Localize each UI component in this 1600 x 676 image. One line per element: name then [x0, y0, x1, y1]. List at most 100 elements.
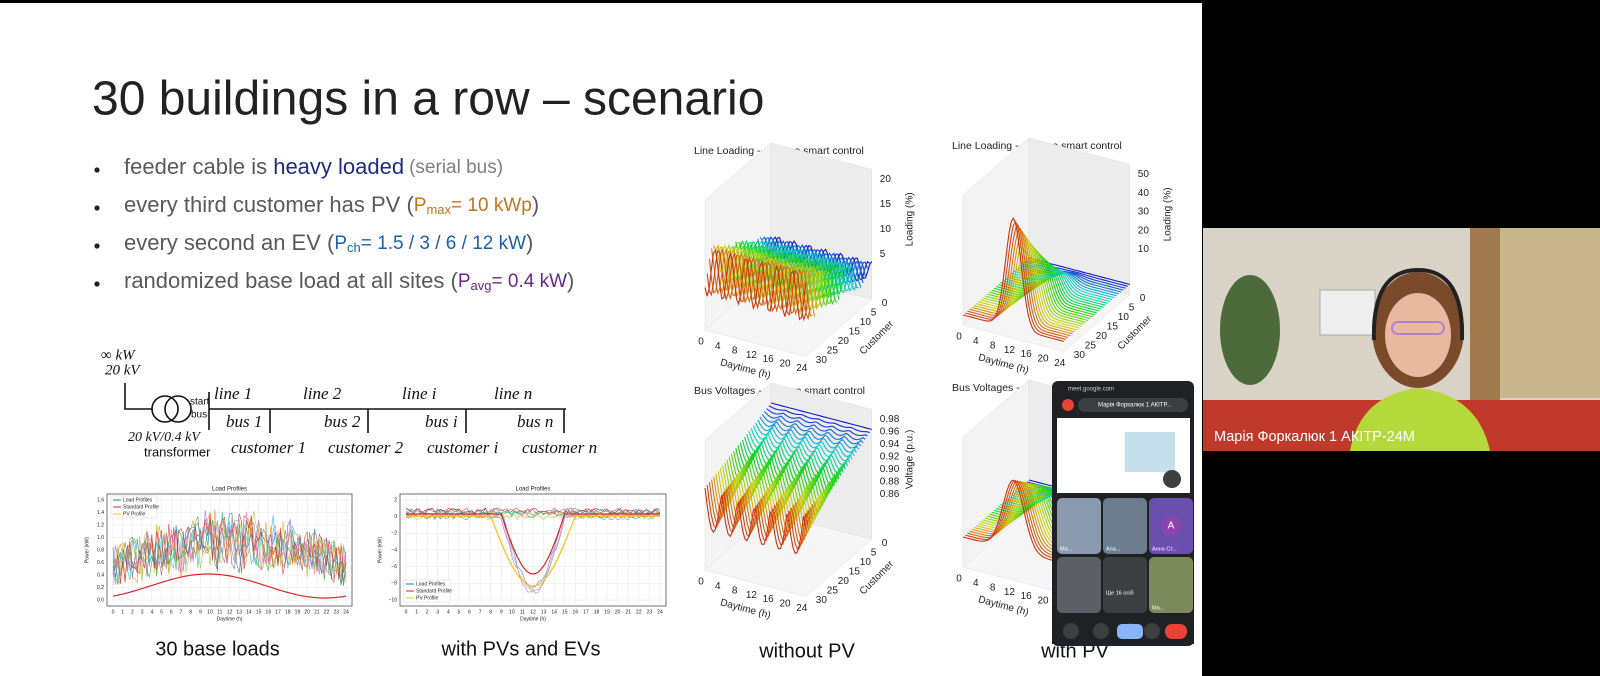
legend-box — [403, 579, 451, 603]
presenter-bar — [1078, 398, 1188, 412]
x-tick-label: 12 — [227, 609, 233, 615]
x-tick-label: 14 — [246, 609, 252, 615]
x-tick-label: 15 — [562, 609, 568, 615]
avatar-letter: A — [1168, 521, 1175, 532]
x-tick-label: 19 — [295, 609, 301, 615]
y-tick-label: 0.4 — [97, 572, 104, 578]
plant — [1220, 275, 1280, 385]
x-tick-label: 4 — [447, 609, 450, 615]
thumb-art — [1125, 432, 1175, 472]
z-tick-label: 10 — [1138, 244, 1150, 255]
x-tick-label: 4 — [973, 578, 979, 589]
x-tick-label: 20 — [1037, 596, 1049, 607]
y-tick-label: 30 — [1074, 350, 1086, 361]
x-tick-label: 20 — [1037, 354, 1049, 365]
transformer-coil — [164, 395, 192, 423]
y-tick-label: 10 — [1118, 312, 1130, 323]
x-tick-label: 20 — [779, 599, 791, 610]
customer-label: customer 1 — [231, 438, 306, 457]
x-tick-label: 16 — [1021, 591, 1033, 602]
line-label: line 2 — [303, 384, 342, 403]
x-tick-label: 24 — [796, 603, 808, 614]
x-tick-label: 1 — [121, 609, 124, 615]
bus-label: bus 1 — [226, 412, 262, 431]
z-tick-label: 0.86 — [880, 489, 900, 500]
z-tick-label: 20 — [880, 174, 892, 185]
x-tick-label: 19 — [604, 609, 610, 615]
line-label: line i — [402, 384, 437, 403]
surface-ridge — [766, 408, 868, 437]
surface-ridge — [766, 236, 868, 283]
x-tick-label: 18 — [594, 609, 600, 615]
y-tick-label: 30 — [816, 595, 828, 606]
x-tick-label: 10 — [509, 609, 515, 615]
y-tick-label: 15 — [1107, 322, 1119, 333]
surface-ridge — [706, 485, 809, 551]
photo-wall — [1319, 289, 1376, 336]
bullet-detail: = 0.4 kW — [492, 271, 568, 292]
x-tick-label: 21 — [314, 609, 320, 615]
y-tick-label: 0.8 — [97, 547, 104, 553]
bullet-text: every third customer has PV ( — [124, 192, 414, 217]
x-tick-label: 24 — [657, 609, 663, 615]
present-button — [1117, 624, 1143, 639]
floating-button — [1163, 470, 1181, 488]
legend-box — [110, 495, 158, 519]
profile-line — [405, 509, 661, 517]
x-tick-label: 12 — [746, 590, 758, 601]
bullet-detail: = 1.5 / 3 / 6 / 12 kW — [361, 233, 526, 254]
surface-ridge — [728, 456, 831, 508]
x-tick-label: 9 — [199, 609, 202, 615]
bullet-subscript: ch — [347, 240, 361, 255]
x-tick-label: 13 — [541, 609, 547, 615]
surface-ridge — [1022, 263, 1124, 291]
z-tick-label: 0.88 — [880, 477, 900, 488]
legend-entry: PV Profile — [416, 595, 438, 601]
z-tick-label: 0.94 — [880, 439, 900, 450]
legend-entry: Load Profiles — [123, 497, 153, 503]
legend-entry: Standard Profile — [416, 588, 452, 594]
x-tick-label: 2 — [426, 609, 429, 615]
z-tick-label: 30 — [1138, 207, 1150, 218]
x-tick-label: 16 — [266, 609, 272, 615]
x-tick-label: 12 — [530, 609, 536, 615]
plot-caption: 30 base loads — [155, 638, 280, 660]
z-tick-label: 5 — [880, 249, 886, 260]
x-tick-label: 14 — [551, 609, 557, 615]
x-tick-label: 8 — [732, 345, 738, 356]
y-tick-label: −10 — [389, 597, 398, 603]
surface-ridge — [737, 445, 840, 491]
x-tick-label: 4 — [715, 581, 721, 592]
x-tick-label: 0 — [112, 609, 115, 615]
profile-line — [112, 511, 347, 586]
z-tick-label: 40 — [1138, 188, 1150, 199]
x-tick-label: 11 — [217, 609, 222, 615]
y-tick-label: 25 — [827, 346, 839, 357]
bullet-subscript: max — [426, 202, 451, 217]
bullet-dot — [94, 243, 100, 249]
x-tick-label: 8 — [189, 609, 192, 615]
surface-ridge — [708, 482, 811, 546]
bullet-text: every third customer has PV (Pmax= 10 kW… — [124, 192, 539, 218]
pv-profile — [406, 515, 660, 587]
bullet-highlight: heavy loaded — [273, 154, 404, 179]
x-tick-label: 0 — [698, 337, 704, 348]
y-tick-label: 0 — [882, 538, 888, 549]
x-tick-label: 7 — [180, 609, 183, 615]
x-tick-label: 7 — [479, 609, 482, 615]
glasses — [1391, 321, 1445, 335]
surface-ridge — [730, 453, 833, 504]
surface-ridge — [755, 422, 857, 457]
y-tick-label: −6 — [391, 564, 397, 570]
z-tick-label: 0.92 — [880, 452, 900, 463]
plot-title: Load Profiles — [212, 487, 247, 493]
y-axis-label: Power (kW) — [377, 537, 383, 563]
headset — [1371, 267, 1465, 341]
y-tick-label: 1.2 — [97, 522, 104, 528]
y-tick-label: 10 — [860, 557, 872, 568]
x-tick-label: 17 — [583, 609, 589, 615]
legend-entry: Load Profiles — [416, 581, 446, 587]
transformer-label: transformer — [144, 444, 211, 459]
x-tick-label: 8 — [732, 585, 738, 596]
line-label: line n — [494, 384, 532, 403]
